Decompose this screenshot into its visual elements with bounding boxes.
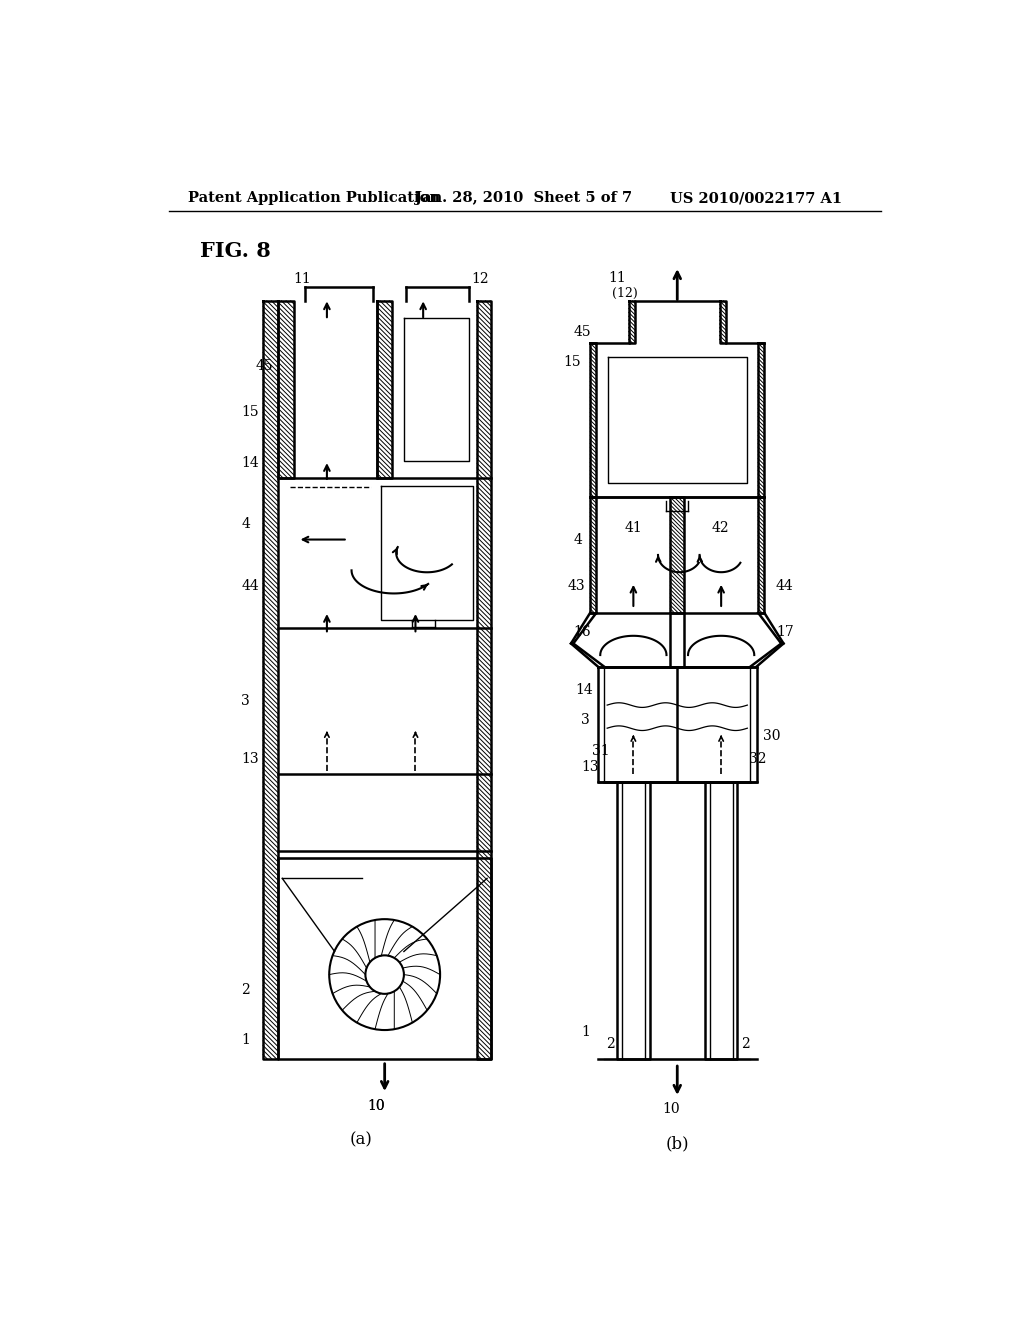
Text: 15: 15	[563, 355, 581, 370]
Text: 12: 12	[471, 272, 488, 286]
Text: 1: 1	[242, 1034, 250, 1047]
Text: 2: 2	[741, 1038, 750, 1051]
Text: 31: 31	[592, 744, 609, 758]
Text: 10: 10	[662, 1102, 680, 1117]
Text: Patent Application Publication: Patent Application Publication	[188, 191, 440, 206]
Text: 13: 13	[581, 760, 599, 774]
Text: 14: 14	[574, 682, 593, 697]
Text: FIG. 8: FIG. 8	[200, 240, 270, 261]
Text: 3: 3	[581, 714, 590, 727]
Text: (b): (b)	[666, 1135, 689, 1152]
Text: 14: 14	[242, 455, 259, 470]
Text: 13: 13	[242, 752, 259, 766]
Text: 10: 10	[368, 1098, 385, 1113]
Text: US 2010/0022177 A1: US 2010/0022177 A1	[670, 191, 842, 206]
Text: 1: 1	[581, 1026, 590, 1039]
Text: Jan. 28, 2010  Sheet 5 of 7: Jan. 28, 2010 Sheet 5 of 7	[416, 191, 633, 206]
Text: 11: 11	[294, 272, 311, 286]
Text: 17: 17	[776, 624, 794, 639]
Text: 4: 4	[242, 517, 250, 531]
Text: 44: 44	[776, 578, 794, 593]
Text: 45: 45	[573, 325, 591, 339]
Text: 4: 4	[573, 532, 583, 546]
Text: 43: 43	[567, 578, 585, 593]
Text: 15: 15	[242, 405, 259, 420]
Text: 41: 41	[625, 521, 642, 535]
Text: 42: 42	[712, 521, 729, 535]
Text: (12): (12)	[611, 286, 638, 300]
Text: 30: 30	[763, 729, 780, 743]
Text: 2: 2	[605, 1038, 614, 1051]
Text: 16: 16	[573, 624, 591, 639]
Text: 3: 3	[242, 694, 250, 709]
Text: 45: 45	[255, 359, 273, 374]
Text: 2: 2	[242, 983, 250, 997]
Text: 10: 10	[368, 1098, 385, 1113]
Text: 11: 11	[608, 271, 626, 285]
Text: 44: 44	[242, 578, 259, 593]
Text: 32: 32	[749, 752, 766, 766]
Text: (a): (a)	[350, 1131, 373, 1148]
